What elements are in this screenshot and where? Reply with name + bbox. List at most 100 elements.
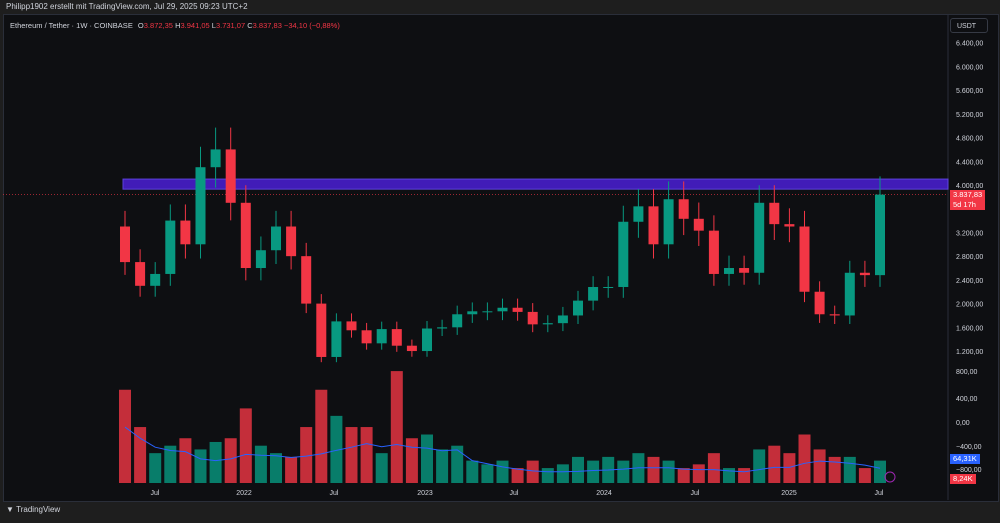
volume-tick-label: 0,00: [956, 420, 970, 427]
candle-body: [844, 272, 855, 316]
currency-button[interactable]: USDT: [950, 18, 988, 33]
candle-body: [120, 226, 130, 263]
candle-body: [135, 262, 146, 286]
high-label: H: [175, 21, 181, 30]
candle-body: [180, 220, 191, 245]
resistance-zone: [122, 178, 949, 190]
volume-bar: [149, 453, 162, 483]
candle-body: [422, 328, 432, 352]
price-tick-label: 2.000,00: [956, 302, 983, 309]
candle-body: [452, 314, 463, 328]
volume-bar: [345, 427, 358, 483]
candle-body: [588, 286, 599, 301]
volume-bar: [194, 449, 207, 483]
candle-body: [814, 291, 825, 315]
volume-tick-label: −800,00: [956, 467, 982, 474]
low-label: L: [211, 21, 216, 30]
volume-bar: [224, 438, 237, 483]
price-tick-label: 1.200,00: [956, 349, 983, 356]
price-tick-label: 6.400,00: [956, 41, 983, 48]
last-price-tag: 3.837,83 5d 17h: [950, 190, 986, 210]
open-label: O: [137, 21, 144, 30]
volume-bar: [707, 453, 720, 483]
candle-body: [361, 330, 372, 344]
candle-body: [391, 329, 402, 346]
volume-bar: [405, 438, 418, 483]
volume-bar: [375, 453, 388, 483]
candle-body: [497, 307, 508, 312]
volume-bar: [330, 415, 343, 483]
time-tick-label: Jul: [330, 490, 339, 497]
time-tick-label: 2024: [596, 490, 612, 497]
time-tick-label: 2022: [236, 490, 252, 497]
volume-bar: [572, 456, 584, 483]
volume-bar: [647, 456, 660, 483]
volume-bar: [300, 427, 313, 483]
price-tick-label: 2.800,00: [956, 254, 983, 261]
candle-body: [542, 323, 553, 325]
price-tick-label: 5.600,00: [956, 88, 983, 95]
time-tick-label: Jul: [875, 490, 884, 497]
volume-bar: [587, 460, 600, 483]
candle-body: [784, 224, 795, 227]
open-value: 3.872,35: [143, 21, 173, 30]
candle-body: [573, 300, 583, 316]
volume-bar: [481, 464, 494, 483]
last-price: 3.837,83: [953, 190, 983, 199]
candle-body: [482, 311, 493, 313]
candle-body: [769, 202, 780, 225]
candle-body: [255, 250, 266, 269]
volume-tag: 8,24K: [950, 474, 976, 484]
volume-bar: [858, 468, 871, 483]
candle-body: [195, 167, 206, 245]
volume-bar: [662, 460, 675, 483]
volume-bar: [692, 464, 705, 483]
candle-body: [286, 226, 297, 257]
volume-bar: [753, 449, 766, 483]
volume-bar: [451, 445, 464, 483]
price-tick-label: 2.400,00: [956, 278, 983, 285]
volume-bar: [179, 438, 192, 483]
candle-body: [618, 221, 629, 287]
candle-body: [271, 226, 281, 251]
volume-bar: [134, 427, 147, 483]
lightning-icon: [884, 471, 896, 483]
candle-body: [693, 218, 704, 231]
volume-bar: [677, 468, 690, 483]
volume-bar: [874, 460, 886, 483]
volume-bar: [843, 456, 856, 483]
candle-body: [301, 256, 312, 304]
candle-body: [678, 199, 689, 219]
volume-bar: [556, 464, 569, 483]
candle-body: [754, 202, 765, 273]
price-tick-label: 4.800,00: [956, 136, 983, 143]
candle-body: [799, 226, 810, 292]
time-tick-label: Jul: [151, 490, 160, 497]
volume-bar: [254, 445, 267, 483]
volume-bar: [390, 371, 403, 483]
symbol-name[interactable]: Ethereum / Tether · 1W · COINBASE: [10, 21, 133, 30]
volume-tick-label: 800,00: [956, 369, 978, 376]
close-label: C: [247, 21, 253, 30]
tradingview-logo[interactable]: ▼ TradingView: [6, 505, 60, 514]
volume-bar: [315, 389, 328, 483]
volume-bar: [421, 434, 433, 483]
candle-body: [316, 303, 327, 357]
volume-ma-tag: 64,31K: [950, 454, 980, 464]
volume-moving-average-line: [124, 426, 881, 473]
candle-body: [557, 315, 568, 324]
volume-bar: [783, 453, 796, 483]
volume-bar: [360, 427, 373, 483]
time-tick-label: 2023: [417, 490, 433, 497]
volume-bar: [164, 445, 177, 483]
logo-icon: ▼: [6, 505, 17, 514]
logo-text: TradingView: [16, 505, 61, 514]
attribution-bar: Philipp1902 erstellt mit TradingView.com…: [0, 0, 1000, 14]
volume-bar: [738, 468, 751, 483]
candle-body: [376, 329, 387, 344]
time-tick-label: 2025: [781, 490, 797, 497]
candle-body: [633, 206, 644, 222]
candle-body: [875, 194, 885, 276]
price-tick-label: 1.600,00: [956, 325, 983, 332]
